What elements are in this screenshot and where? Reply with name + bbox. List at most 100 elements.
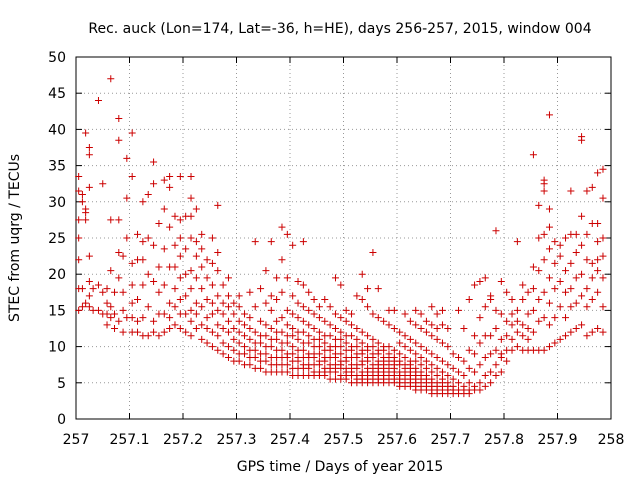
data-point: [524, 325, 532, 332]
data-point: [273, 296, 281, 304]
data-point: [364, 285, 372, 293]
data-point: [540, 187, 548, 195]
data-point: [246, 314, 254, 322]
data-point: [540, 256, 548, 264]
data-point: [422, 364, 430, 372]
data-point: [572, 248, 580, 256]
data-point: [283, 321, 291, 329]
data-point: [182, 292, 190, 300]
data-point: [412, 339, 420, 347]
data-point: [107, 314, 115, 322]
data-point: [246, 288, 254, 296]
data-point: [567, 328, 575, 336]
data-point: [224, 353, 232, 361]
data-point: [251, 346, 259, 354]
data-point: [321, 317, 329, 325]
data-point: [412, 357, 420, 365]
data-point: [519, 321, 527, 329]
data-point: [257, 285, 265, 293]
data-point: [594, 169, 602, 177]
data-point: [358, 328, 366, 336]
data-point: [107, 75, 115, 83]
data-point: [241, 332, 249, 340]
data-point: [103, 285, 111, 293]
data-point: [422, 328, 430, 336]
data-point: [594, 325, 602, 332]
data-point: [107, 216, 115, 224]
data-point: [78, 303, 86, 311]
data-point: [583, 332, 591, 340]
data-point: [460, 372, 468, 380]
data-point: [396, 357, 404, 365]
data-point: [75, 216, 83, 224]
data-point: [82, 205, 90, 213]
data-point: [417, 361, 425, 369]
data-point: [578, 241, 586, 249]
data-point: [374, 285, 382, 293]
data-point: [326, 332, 334, 340]
y-tick-label: 25: [48, 231, 66, 247]
data-point: [203, 325, 211, 332]
data-point: [150, 158, 158, 166]
data-point: [198, 263, 206, 271]
data-point: [428, 375, 436, 383]
data-point: [115, 248, 123, 256]
data-point: [214, 321, 222, 329]
data-point: [192, 274, 200, 282]
data-point: [599, 165, 607, 173]
data-point: [476, 314, 484, 322]
data-point: [545, 111, 553, 119]
y-tick-label: 5: [57, 376, 66, 392]
data-point: [455, 379, 463, 387]
data-point: [364, 332, 372, 340]
data-point: [171, 321, 179, 329]
data-point: [315, 350, 323, 358]
data-point: [198, 303, 206, 311]
data-point: [471, 382, 479, 390]
data-point: [545, 245, 553, 253]
data-point: [235, 292, 243, 300]
data-point: [182, 328, 190, 336]
data-point: [578, 270, 586, 278]
data-point: [449, 364, 457, 372]
data-point: [187, 285, 195, 293]
data-point: [198, 285, 206, 293]
data-point: [449, 350, 457, 358]
data-point: [315, 343, 323, 351]
data-point: [187, 234, 195, 242]
data-point: [294, 277, 302, 285]
data-point: [150, 277, 158, 285]
data-point: [94, 306, 102, 314]
data-point: [535, 234, 543, 242]
data-point: [417, 325, 425, 332]
data-point: [289, 325, 297, 332]
data-point: [99, 288, 107, 296]
data-point: [487, 368, 495, 376]
data-point: [273, 317, 281, 325]
data-point: [289, 343, 297, 351]
data-point: [187, 306, 195, 314]
data-point: [588, 183, 596, 191]
data-point: [578, 212, 586, 220]
data-point: [594, 267, 602, 275]
data-point: [267, 325, 275, 332]
data-point: [241, 310, 249, 318]
data-point: [342, 317, 350, 325]
data-point: [78, 198, 86, 206]
data-point: [545, 299, 553, 307]
data-point: [385, 343, 393, 351]
data-point: [492, 306, 500, 314]
data-point: [166, 183, 174, 191]
data-point: [492, 227, 500, 235]
data-point: [119, 252, 127, 260]
y-tick-labels: 0 5 10 15 20 25 30 35 40 45 50: [48, 50, 66, 428]
data-point: [182, 310, 190, 318]
data-point: [444, 343, 452, 351]
data-point: [562, 332, 570, 340]
data-point: [187, 267, 195, 275]
data-point: [545, 274, 553, 282]
data-point: [583, 230, 591, 238]
data-point: [187, 172, 195, 180]
data-point: [214, 346, 222, 354]
data-point: [369, 343, 377, 351]
